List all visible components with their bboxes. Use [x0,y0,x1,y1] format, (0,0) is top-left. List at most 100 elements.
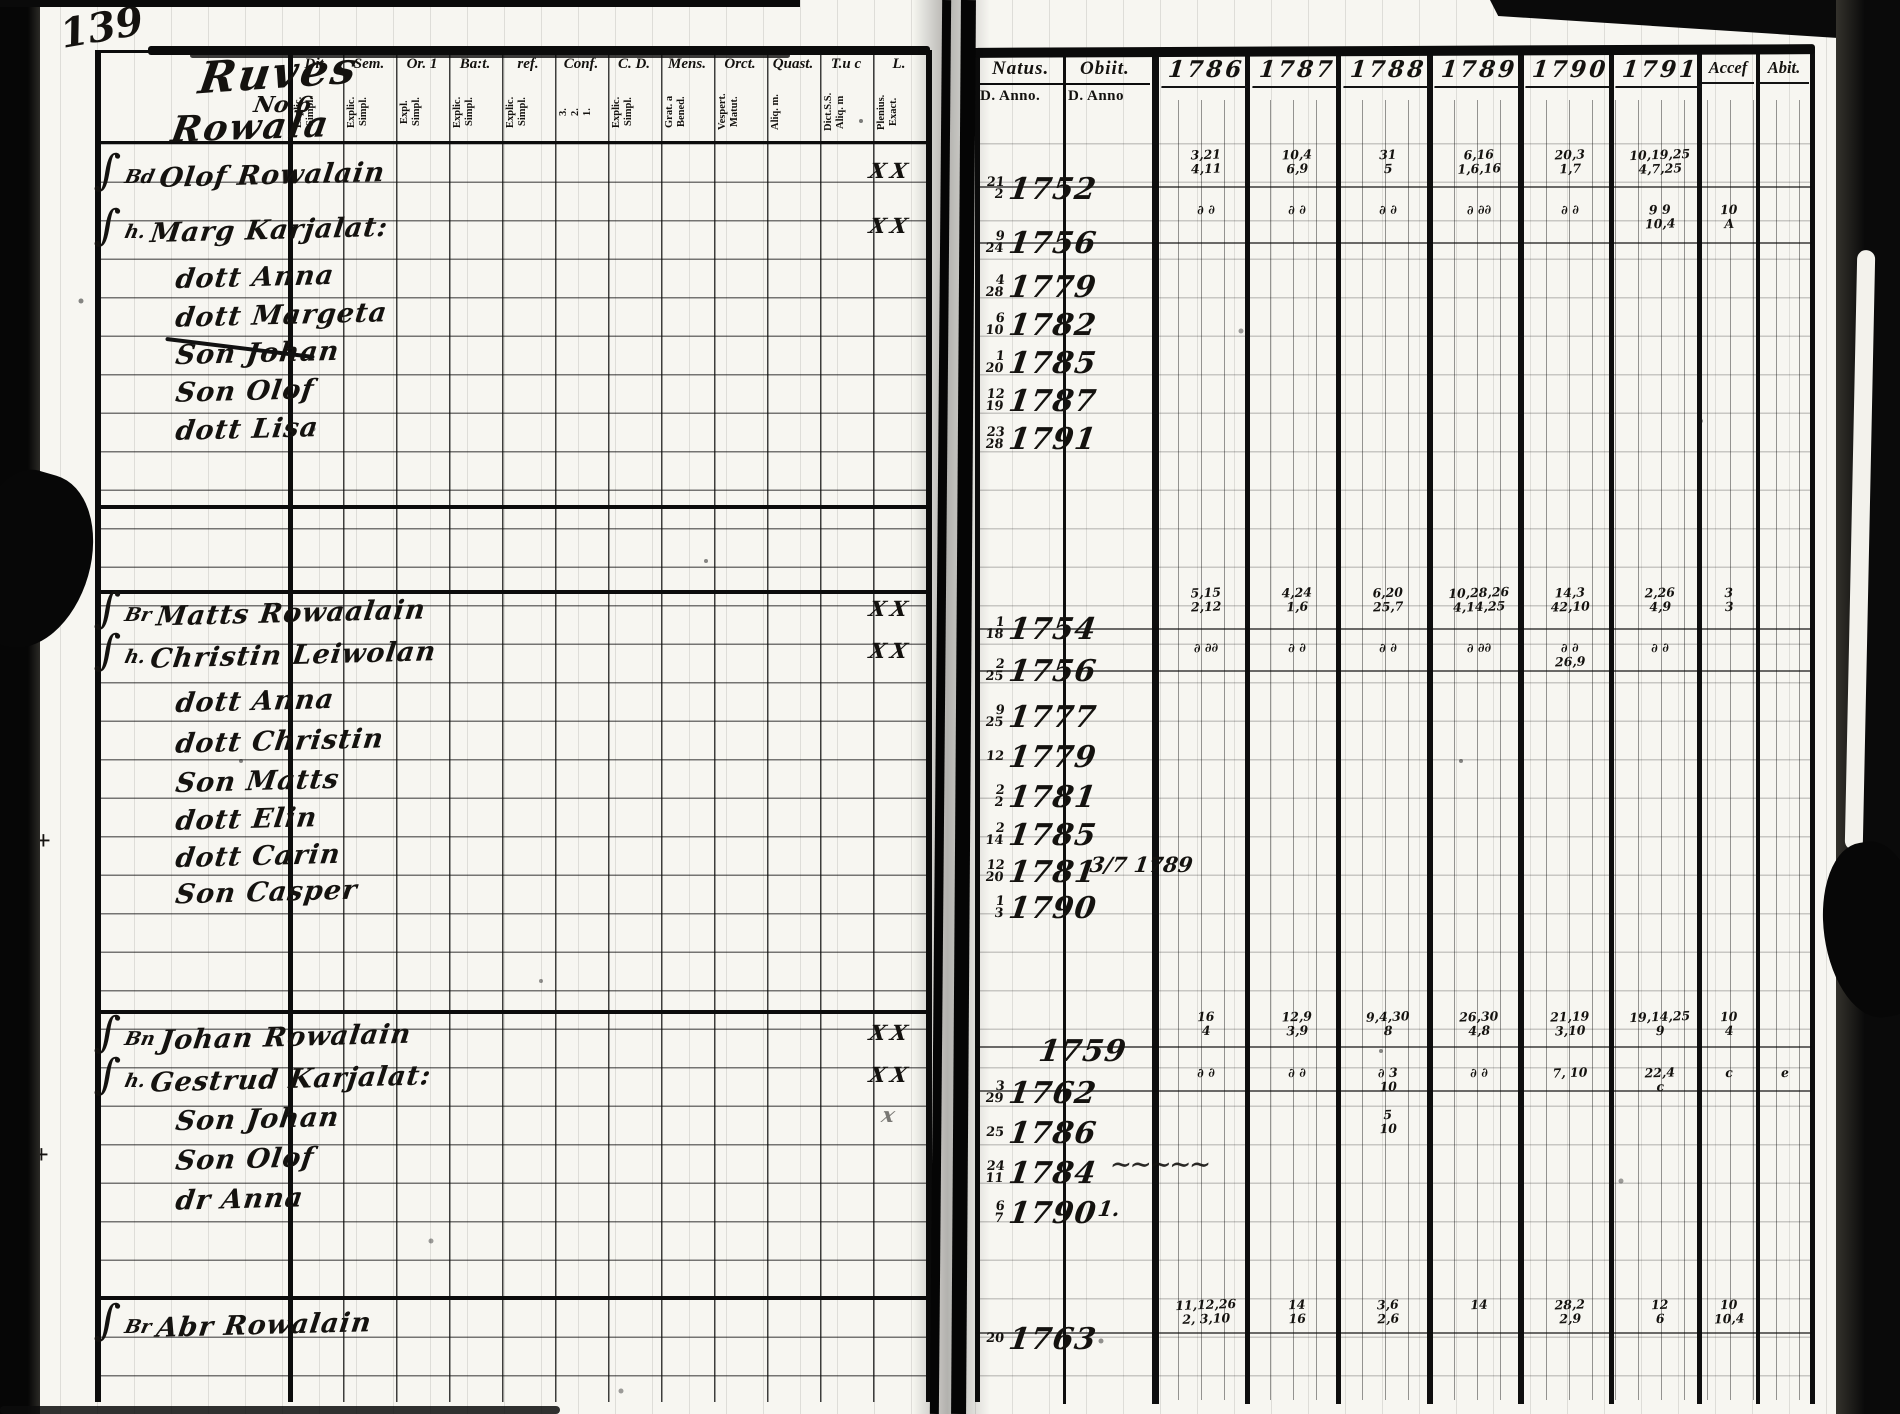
column-header: Or. 1 [406,56,438,72]
name-prefix: Br [122,1316,154,1338]
communion-mark: 3,21 4,11 [1190,146,1222,177]
birth-year: 1782 [1006,308,1099,343]
communion-mark: e [1780,1064,1790,1081]
person-name: Matts Rowaalain [154,594,428,633]
person-name: dott Carin [173,838,343,875]
birth-entry: 2 2 1781 [984,780,1179,815]
d-anno-label: D. Anno [1068,88,1125,104]
ink-flourish: ∫ [92,1293,123,1348]
communion-mark: 21,19 3,10 [1549,1008,1590,1039]
record-row: ∫ Bn Johan Rowalain [93,1006,413,1060]
record-row: dott Anna [96,683,337,720]
record-row: Son Matts [96,763,342,800]
death-entry: 3/7 1789 [1088,852,1195,877]
record-row: dott Anna [96,259,337,296]
communion-mark: 3,6 2,6 [1376,1296,1400,1326]
birth-entry: 1 20 1785 [984,346,1179,381]
communion-mark: 28,2 2,9 [1554,1296,1586,1326]
column-subheader: Expl. Simpl. [399,97,423,127]
birth-year: 1763 [1006,1322,1099,1357]
record-row: Son Olof [96,374,317,409]
family-separator [95,505,930,509]
abiit-header: Abit. [1759,58,1809,84]
birth-year: 1786 [1006,1116,1099,1151]
top-rule-left-page [148,46,930,55]
left-table-right-border [926,50,932,1402]
year-header-1788: 1788 [1343,56,1433,88]
communion-mark: c [1724,1064,1734,1081]
communion-mark: 10,4 6,9 [1281,146,1313,176]
death-entry: 1. [1096,1196,1122,1221]
communion-mark: 6,16 1,6,16 [1457,146,1502,177]
ink-flourish: ∫ [92,623,123,678]
birth-entry: 6 10 1782 [984,308,1179,343]
record-row: dott Carin [96,838,343,875]
name-column-divider [288,52,293,1402]
ink-flourish: ∫ [92,1047,123,1102]
ink-flourish: ∫ [92,198,123,253]
birth-entry: 9 24 1756 [984,226,1179,261]
column-lines-right-page [975,50,1815,1404]
communion-mark: 19,14,25 9 [1629,1007,1691,1038]
birth-year: 1787 [1006,384,1099,419]
communion-mark: ∂ ∂ 26,9 [1554,639,1586,670]
column-subheader: Dict.S.S. Aliq. m [823,92,847,132]
column-header: Mens. [668,56,706,72]
year-header-1790: 1790 [1525,56,1615,88]
person-name: dott Elin [173,802,320,837]
person-name: dott Anna [173,259,337,296]
record-row: ∫ Br Abr Rowalain [93,1294,374,1348]
record-row: dott Margeta [96,297,390,334]
right-table-border [975,48,980,1402]
page-edge-bottom [0,1406,560,1414]
birth-entry: 2 25 1756 [984,654,1179,689]
name-prefix: h. [122,1070,148,1092]
birth-year: 1784 [1006,1156,1099,1191]
communion-mark: 14 16 [1287,1296,1307,1326]
column-header: T.u c [830,56,862,72]
person-name: dott Anna [173,683,337,720]
birth-year: 1791 [1006,422,1099,457]
name-prefix: Bn [122,1028,158,1050]
person-name: Son Casper [173,874,360,911]
person-name: Olof Rowalain [157,157,388,194]
birth-year: 1756 [1006,654,1099,689]
birth-entry: 23 28 1791 [984,422,1179,457]
birth-entry: 6 7 1790 [984,1196,1179,1231]
column-subheader: Grat. a Bened. [664,95,688,129]
ink-flourish: ∫ [92,143,123,198]
record-row: ∫ Br Matts Rowaalain [93,582,428,636]
person-name: Son Matts [173,763,342,800]
column-subheader: 3. 2. 1. [558,108,594,116]
row-line [975,1046,1812,1048]
birth-entry: 1759 [984,1034,1209,1069]
record-row: Son Johan [96,1102,342,1137]
page-edge-right [1836,0,1900,1414]
column-subheader: Aliq. m. [770,94,781,130]
accessit-header: Accef [1702,58,1754,84]
column-header: Sem. [353,56,385,72]
birth-entry: 21 2 1752 [984,172,1179,207]
birth-entry: 4 28 1779 [984,270,1179,305]
column-header: Quast. [772,56,814,72]
family-separator [95,1010,930,1014]
birth-year: 1759 [1036,1034,1129,1069]
record-row: dott Elin [96,802,320,837]
birth-entry: 2 14 1785 [984,818,1179,853]
left-table-border [95,50,101,1402]
communion-mark: 31 5 [1378,146,1397,176]
birth-entry: 1 18 1754 [984,612,1179,647]
record-row: Son Olof [96,1142,317,1177]
communion-mark: 12 6 [1650,1296,1669,1326]
person-name: Abr Rowalain [154,1307,374,1344]
name-prefix: h. [122,221,148,243]
birth-entry: 12 1779 [984,740,1179,775]
row-line [975,628,1812,630]
birth-entry: 20 1763 [984,1322,1179,1357]
birth-year: 1752 [1006,172,1099,207]
header-top-line [95,50,155,53]
communion-mark: 10,19,25 4,7,25 [1629,145,1691,177]
column-header: C. D. [617,56,651,72]
birth-year: 1781 [1006,855,1099,890]
